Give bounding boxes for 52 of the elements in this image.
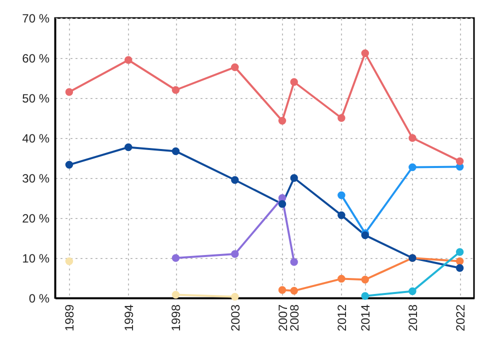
x-tick-label: 2012 xyxy=(334,304,349,332)
x-tick-label: 2003 xyxy=(228,304,242,332)
point xyxy=(456,257,464,266)
point xyxy=(172,86,180,94)
x-tick-label: 2014 xyxy=(358,304,373,332)
point xyxy=(338,211,346,220)
point xyxy=(231,63,239,72)
y-tick-label: 0 % xyxy=(28,292,50,306)
point xyxy=(172,290,180,299)
point xyxy=(408,134,416,142)
x-tick-label: 2022 xyxy=(453,304,468,332)
point xyxy=(290,78,298,86)
point xyxy=(361,49,369,58)
y-tick-label: 60 % xyxy=(22,52,50,66)
point xyxy=(456,157,464,166)
point xyxy=(278,286,286,294)
point xyxy=(408,163,416,172)
point xyxy=(361,292,369,300)
point xyxy=(124,56,132,64)
point xyxy=(65,160,74,169)
y-tick-label: 30 % xyxy=(22,172,50,186)
point xyxy=(456,248,464,256)
point xyxy=(338,114,346,122)
point xyxy=(290,258,298,266)
point xyxy=(172,254,180,262)
point xyxy=(231,250,239,258)
y-tick-label: 50 % xyxy=(22,92,50,106)
point xyxy=(456,264,464,272)
point xyxy=(65,257,74,266)
point xyxy=(408,287,416,296)
point xyxy=(231,176,239,184)
x-tick-label: 1998 xyxy=(169,304,184,332)
point xyxy=(290,286,298,295)
point xyxy=(290,174,298,182)
x-tick-label: 1989 xyxy=(62,304,77,332)
point xyxy=(361,276,369,284)
point xyxy=(65,88,74,96)
x-tick-label: 1994 xyxy=(122,304,136,332)
point xyxy=(124,143,132,152)
point xyxy=(338,191,346,200)
x-tick-label: 2008 xyxy=(288,304,302,332)
point xyxy=(338,274,346,283)
y-tick-label: 20 % xyxy=(22,212,50,226)
point xyxy=(231,292,239,301)
point xyxy=(278,200,286,208)
y-tick-label: 70 % xyxy=(22,12,50,26)
x-tick-label: 2018 xyxy=(406,304,420,332)
x-tick-label: 2007 xyxy=(276,304,290,332)
y-tick-label: 10 % xyxy=(22,252,50,266)
y-tick-label: 40 % xyxy=(22,132,50,146)
point xyxy=(278,116,286,125)
point xyxy=(172,147,180,156)
